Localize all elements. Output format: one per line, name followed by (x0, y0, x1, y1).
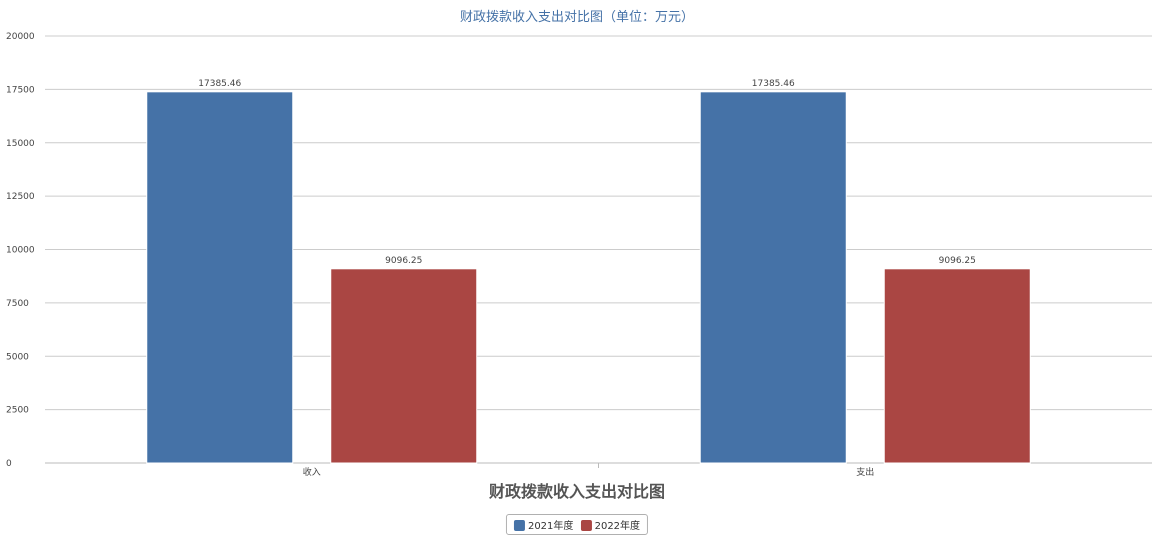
y-tick-label: 0 (6, 459, 12, 469)
x-tick-label: 收入 (303, 466, 321, 478)
data-label: 17385.46 (198, 79, 241, 89)
x-tick-label: 支出 (856, 466, 874, 478)
y-tick-label: 2500 (6, 406, 29, 416)
y-tick-label: 17500 (6, 85, 35, 95)
data-label: 9096.25 (939, 256, 976, 266)
legend[interactable]: 2021年度 2022年度 (505, 514, 649, 535)
y-tick-label: 12500 (6, 192, 35, 202)
bar-2022年度-收入[interactable] (330, 268, 478, 464)
bar-2021年度-支出[interactable] (699, 91, 847, 464)
legend-swatch-2022 (580, 520, 592, 531)
y-tick-label: 15000 (6, 139, 35, 149)
data-label: 9096.25 (385, 256, 422, 266)
chart-title: 财政拨款收入支出对比图（单位：万元） (459, 10, 694, 25)
legend-swatch-2021 (513, 520, 525, 531)
x-axis-title: 财政拨款收入支出对比图 (488, 482, 665, 501)
legend-item-2021[interactable]: 2021年度 (513, 517, 574, 532)
data-label: 17385.46 (752, 79, 795, 89)
legend-label-2021: 2021年度 (527, 521, 574, 532)
legend-label-2022: 2022年度 (594, 521, 641, 532)
y-tick-label: 7500 (6, 299, 29, 309)
legend-item-2022[interactable]: 2022年度 (580, 517, 641, 532)
y-tick-label: 5000 (6, 352, 29, 362)
bar-2021年度-收入[interactable] (146, 91, 294, 464)
y-tick-label: 10000 (6, 246, 35, 256)
y-tick-label: 20000 (6, 32, 35, 42)
bar-2022年度-支出[interactable] (883, 268, 1031, 464)
